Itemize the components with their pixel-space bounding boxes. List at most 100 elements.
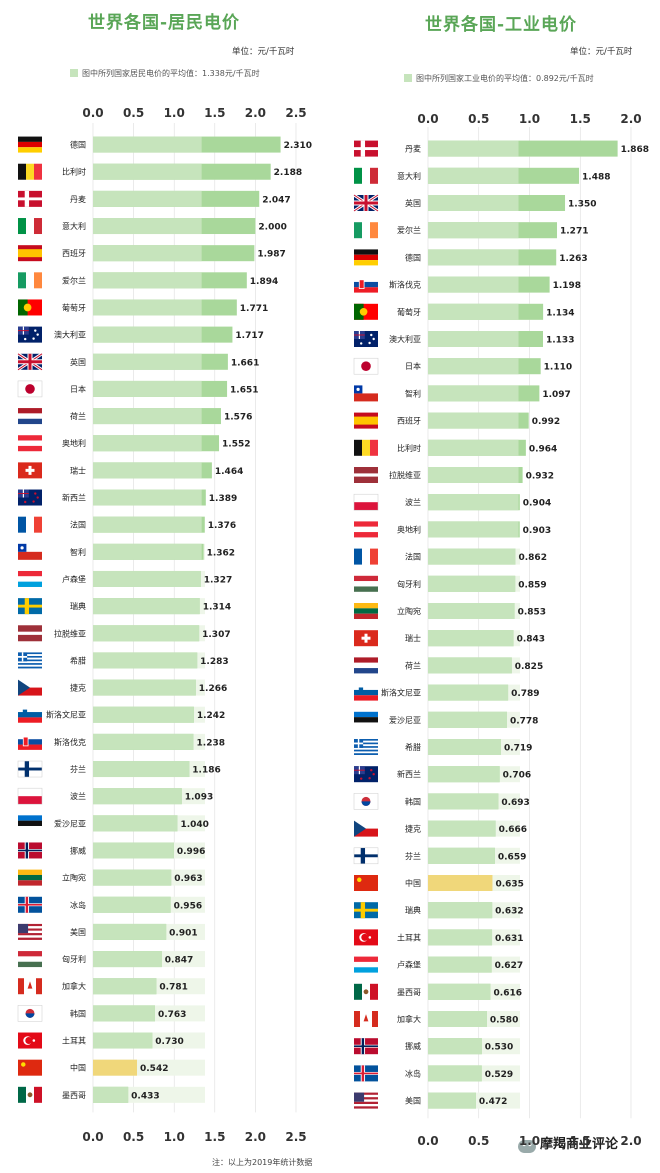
category-label: 奥地利: [62, 438, 86, 448]
data-label: 1.771: [240, 304, 268, 314]
residential-average-note: 图中所列国家居民电价的平均值：1.338元/千瓦时: [70, 68, 260, 79]
category-label: 丹麦: [70, 194, 86, 204]
category-label: 智利: [405, 388, 421, 398]
average-band: [93, 1005, 155, 1022]
average-band: [93, 326, 202, 343]
category-label: 芬兰: [70, 764, 86, 774]
category-label: 加拿大: [62, 981, 86, 991]
category-label: 智利: [70, 547, 86, 557]
flag-icon: [18, 869, 42, 886]
x-tick-label-top: 1.0: [519, 112, 540, 126]
data-label: 1.868: [621, 145, 649, 155]
flag-icon: [18, 733, 42, 750]
average-band: [428, 766, 500, 783]
flag-icon: [18, 245, 42, 262]
flag-icon: [18, 978, 42, 995]
category-label: 挪威: [70, 845, 86, 855]
category-label: 意大利: [397, 171, 421, 181]
flag-icon: [18, 951, 42, 968]
average-band: [428, 575, 516, 592]
x-tick-label-bottom: 1.0: [519, 1134, 540, 1148]
data-label: 0.853: [518, 608, 546, 618]
data-label: 0.843: [517, 635, 545, 645]
flag-icon: [354, 766, 378, 783]
data-label: 1.198: [553, 281, 581, 291]
flag-icon: [354, 385, 378, 402]
average-band: [93, 761, 190, 778]
data-label: 0.789: [511, 689, 539, 699]
category-label: 斯洛伐克: [54, 737, 86, 747]
category-label: 葡萄牙: [62, 302, 86, 312]
data-label: 1.350: [568, 200, 596, 210]
flag-icon: [354, 331, 378, 347]
average-band: [93, 462, 202, 479]
flag-icon: [18, 136, 42, 153]
data-label: 0.635: [495, 880, 523, 890]
data-label: 0.542: [140, 1064, 168, 1074]
category-label: 丹麦: [405, 144, 421, 154]
category-label: 瑞士: [70, 465, 86, 475]
average-band: [93, 163, 202, 180]
data-label: 1.651: [230, 385, 258, 395]
category-label: 新西兰: [62, 493, 86, 503]
x-tick-label-top: 2.0: [620, 112, 641, 126]
data-label: 0.719: [504, 744, 532, 754]
data-label: 0.901: [169, 928, 197, 938]
flag-icon: [18, 815, 42, 832]
flag-icon: [354, 956, 378, 973]
data-label: 0.631: [495, 934, 523, 944]
category-label: 冰岛: [405, 1068, 421, 1078]
residential-title: 世界各国-居民电价: [88, 13, 241, 33]
category-label: 波兰: [405, 497, 421, 507]
data-label: 1.242: [197, 711, 225, 721]
category-label: 卢森堡: [397, 960, 421, 970]
flag-icon: [354, 684, 378, 701]
average-band: [93, 543, 202, 560]
flag-icon: [354, 820, 378, 837]
category-label: 墨西哥: [397, 988, 421, 997]
average-band: [428, 249, 519, 266]
flag-icon: [18, 923, 42, 940]
category-label: 奥地利: [397, 524, 421, 534]
flag-icon: [18, 435, 42, 452]
flag-icon: [354, 657, 378, 674]
x-tick-label-bottom: 2.0: [245, 1130, 266, 1144]
average-band: [428, 521, 519, 538]
category-label: 韩国: [405, 796, 421, 806]
category-label: 中国: [405, 878, 421, 888]
average-band: [93, 1032, 153, 1049]
data-label: 0.859: [518, 580, 546, 590]
average-band: [93, 978, 157, 995]
average-band: [93, 598, 200, 615]
data-label: 1.266: [199, 684, 227, 694]
category-label: 日本: [70, 384, 86, 394]
watermark: •• 摩羯商业评论: [518, 1133, 618, 1153]
category-label: 比利时: [397, 443, 421, 453]
industrial-title: 世界各国-工业电价: [425, 15, 578, 35]
flag-icon: [354, 303, 378, 320]
flag-icon: [354, 521, 378, 538]
data-label: 1.133: [546, 336, 574, 346]
category-label: 瑞典: [70, 601, 86, 611]
x-tick-label-top: 2.5: [285, 106, 306, 120]
category-label: 瑞典: [405, 905, 421, 915]
category-label: 立陶宛: [62, 873, 86, 883]
data-label: 1.552: [222, 440, 250, 450]
category-label: 法国: [70, 520, 86, 530]
average-band: [93, 516, 202, 533]
average-band: [428, 195, 519, 211]
average-band: [428, 711, 507, 728]
x-tick-label-bottom: 0.5: [468, 1134, 489, 1148]
average-band: [428, 276, 519, 293]
flag-icon: [353, 793, 379, 810]
data-label: 1.283: [200, 657, 228, 667]
flag-icon: [354, 222, 378, 239]
category-label: 土耳其: [397, 932, 421, 942]
category-label: 葡萄牙: [397, 307, 421, 317]
data-label: 1.488: [582, 172, 610, 182]
flag-icon: [18, 163, 42, 180]
average-band: [93, 896, 171, 913]
average-band: [428, 385, 519, 402]
category-label: 拉脱维亚: [54, 628, 86, 638]
watermark-text: 摩羯商业评论: [540, 1137, 619, 1152]
